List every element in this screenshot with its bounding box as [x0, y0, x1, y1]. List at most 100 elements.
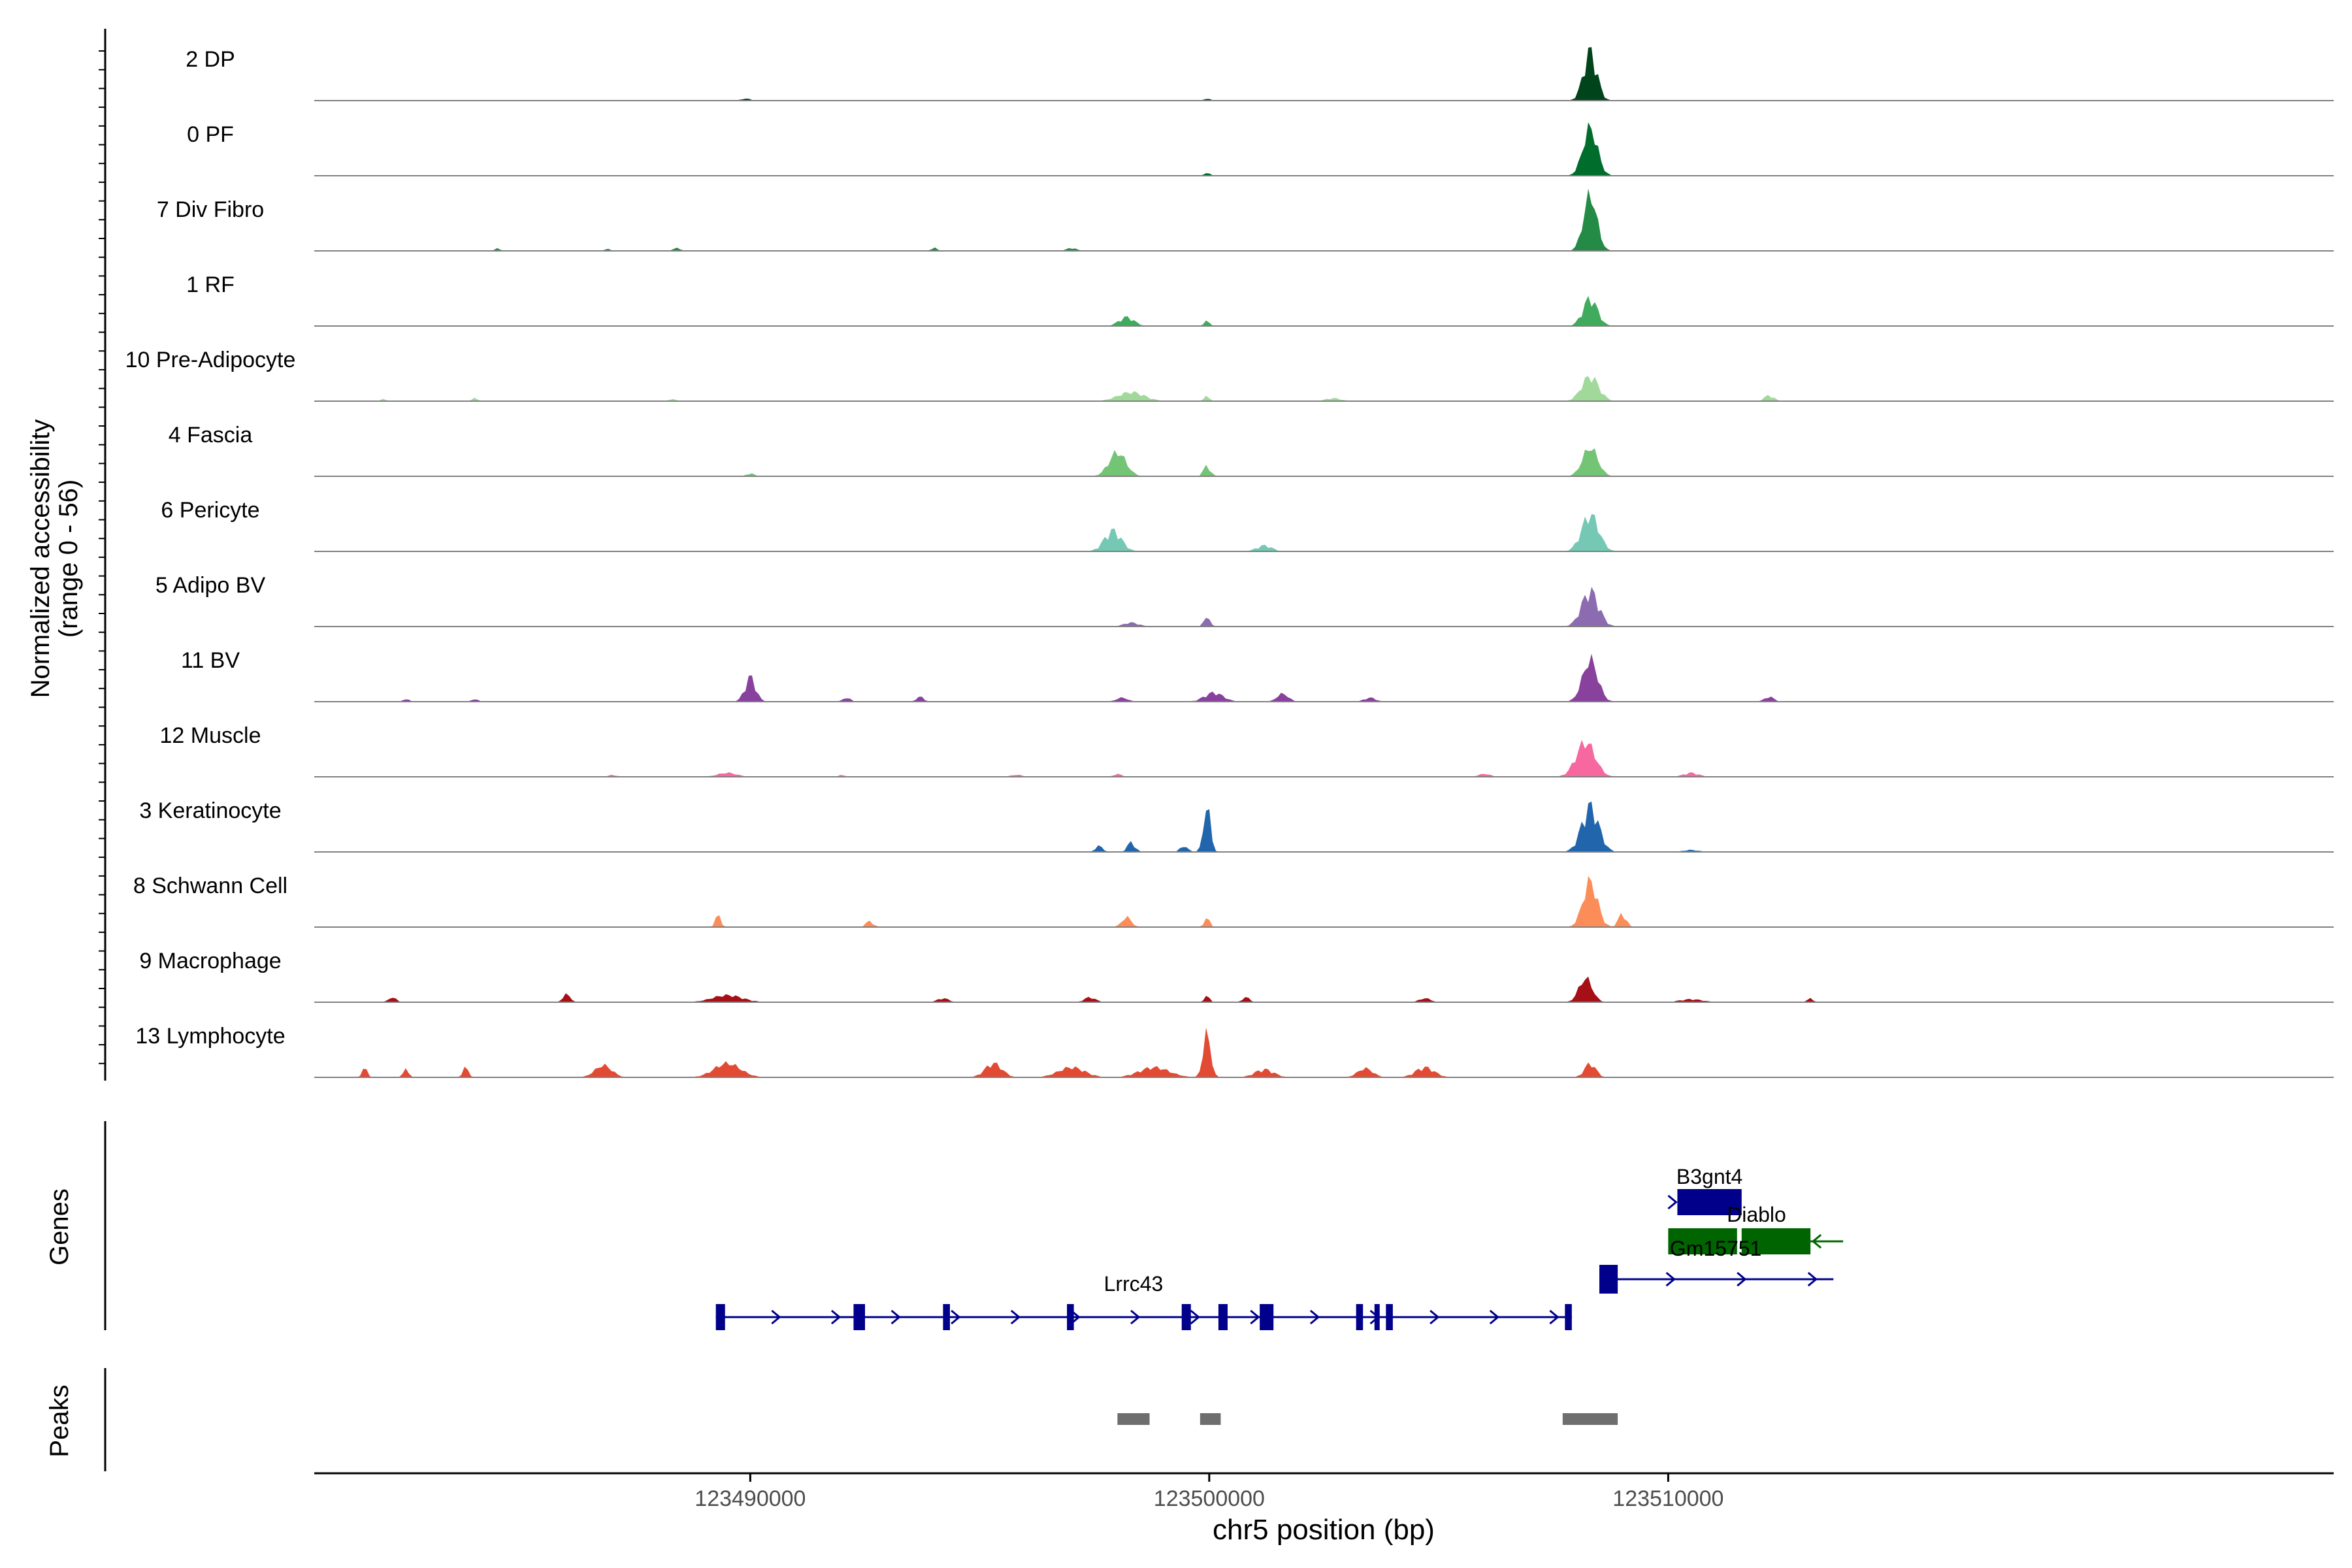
- y-axis-title-line1: Normalized accessibility: [26, 419, 55, 698]
- track-label: 0 PF: [187, 122, 234, 147]
- coverage-area: [314, 1027, 2334, 1077]
- peaks-panel-title: Peaks: [45, 1384, 74, 1457]
- strand-arrow: [1807, 1271, 1818, 1287]
- strand-arrow: [1190, 1309, 1200, 1325]
- x-tick-label: 123500000: [1154, 1486, 1265, 1511]
- coverage-area: [314, 47, 2334, 101]
- strand-arrow: [1309, 1309, 1320, 1325]
- x-axis-title: chr5 position (bp): [1213, 1514, 1435, 1546]
- track-label: 13 Lymphocyte: [135, 1024, 285, 1049]
- coverage-tracks: 2 DP 0 PF 7 Div Fibro 1 RF 10 Pre-Adipocyte 4…: [125, 47, 2334, 1078]
- track-label: 11 BV: [181, 648, 240, 673]
- track-label: 2 DP: [186, 47, 235, 72]
- track-8: 11 BV: [181, 648, 2334, 702]
- gene-unnamed: [1599, 1265, 1834, 1294]
- peak-region: [1562, 1413, 1618, 1425]
- gene-gm15751: Gm15751: [1668, 1228, 1761, 1260]
- gene-label: B3gnt4: [1676, 1165, 1742, 1188]
- track-12: 9 Macrophage: [139, 949, 2334, 1003]
- track-0: 2 DP: [186, 47, 2334, 101]
- strand-arrow: [1250, 1309, 1260, 1325]
- track-1: 0 PF: [187, 122, 2334, 176]
- exon: [1260, 1304, 1274, 1330]
- strand-arrow: [1130, 1309, 1141, 1325]
- strand-arrow: [1665, 1271, 1676, 1287]
- strand-arrow: [1667, 1194, 1678, 1210]
- strand-arrow: [830, 1309, 841, 1325]
- coverage-area: [314, 976, 2334, 1002]
- coverage-area: [314, 740, 2334, 777]
- track-9: 12 Muscle: [160, 723, 2334, 777]
- coverage-area: [314, 188, 2334, 251]
- coverage-area: [314, 801, 2334, 852]
- gene-label: Lrrc43: [1104, 1272, 1164, 1296]
- track-4: 10 Pre-Adipocyte: [125, 348, 2334, 402]
- strand-arrow: [951, 1309, 961, 1325]
- strand-arrow: [771, 1309, 781, 1325]
- exon: [1386, 1304, 1393, 1330]
- coverage-area: [314, 653, 2334, 702]
- exon: [1374, 1304, 1380, 1330]
- track-label: 7 Div Fibro: [157, 197, 264, 222]
- exon: [943, 1304, 950, 1330]
- coverage-area: [314, 514, 2334, 551]
- track-10: 3 Keratinocyte: [139, 798, 2334, 853]
- track-label: 8 Schwann Cell: [133, 874, 287, 898]
- exon: [1218, 1304, 1228, 1330]
- track-3: 1 RF: [186, 272, 2334, 327]
- gene-annotations: B3gnt4 Diablo Gm15751 Lrrc43: [715, 1165, 1844, 1330]
- track-label: 1 RF: [186, 272, 235, 297]
- coverage-area: [314, 448, 2334, 476]
- x-axis-ticks: 123490000 123500000 123510000: [694, 1473, 1723, 1511]
- track-label: 10 Pre-Adipocyte: [125, 348, 296, 372]
- coverage-area: [314, 875, 2334, 927]
- exon: [1741, 1228, 1811, 1254]
- y-axis-title-line2: (range 0 - 56): [54, 480, 83, 638]
- gene-lrrc43: Lrrc43: [715, 1272, 1572, 1330]
- gene-b3gnt4: B3gnt4: [1667, 1165, 1742, 1215]
- exon: [715, 1304, 725, 1330]
- exon: [1565, 1304, 1572, 1330]
- track-label: 5 Adipo BV: [155, 573, 266, 598]
- gene-label: Gm15751: [1670, 1237, 1762, 1260]
- track-7: 5 Adipo BV: [155, 573, 2334, 627]
- strand-arrow: [1489, 1309, 1500, 1325]
- exon: [1356, 1304, 1364, 1330]
- gene-diablo: Diablo: [1727, 1203, 1844, 1254]
- strand-arrow: [1737, 1271, 1747, 1287]
- exon: [1181, 1304, 1191, 1330]
- track-5: 4 Fascia: [169, 423, 2334, 477]
- coverage-area: [314, 122, 2334, 176]
- track-13: 13 Lymphocyte: [135, 1024, 2334, 1078]
- track-11: 8 Schwann Cell: [133, 874, 2334, 928]
- exon: [1067, 1304, 1074, 1330]
- strand-arrow: [1811, 1233, 1822, 1249]
- coverage-area: [314, 376, 2334, 401]
- track-6: 6 Pericyte: [161, 498, 2334, 552]
- gene-label: Diablo: [1727, 1203, 1786, 1226]
- strand-arrow: [890, 1309, 901, 1325]
- peak-region: [1117, 1413, 1150, 1425]
- x-tick-label: 123490000: [694, 1486, 806, 1511]
- peak-regions: [1117, 1413, 1618, 1425]
- exon: [1668, 1228, 1737, 1254]
- genes-panel-title: Genes: [45, 1188, 74, 1266]
- track-label: 9 Macrophage: [139, 949, 281, 973]
- coverage-axis-ticks: [99, 50, 105, 1064]
- track-label: 6 Pericyte: [161, 498, 259, 523]
- coverage-area: [314, 295, 2334, 326]
- strand-arrow: [1010, 1309, 1021, 1325]
- exon: [1599, 1265, 1618, 1294]
- track-label: 3 Keratinocyte: [139, 798, 281, 823]
- exon: [1677, 1189, 1742, 1215]
- track-2: 7 Div Fibro: [157, 188, 2334, 252]
- coverage-area: [314, 587, 2334, 627]
- peak-region: [1200, 1413, 1221, 1425]
- strand-arrow: [1429, 1309, 1440, 1325]
- track-label: 4 Fascia: [169, 423, 253, 448]
- track-label: 12 Muscle: [160, 723, 261, 748]
- x-tick-label: 123510000: [1612, 1486, 1723, 1511]
- strand-arrow: [1549, 1309, 1560, 1325]
- exon: [853, 1304, 865, 1330]
